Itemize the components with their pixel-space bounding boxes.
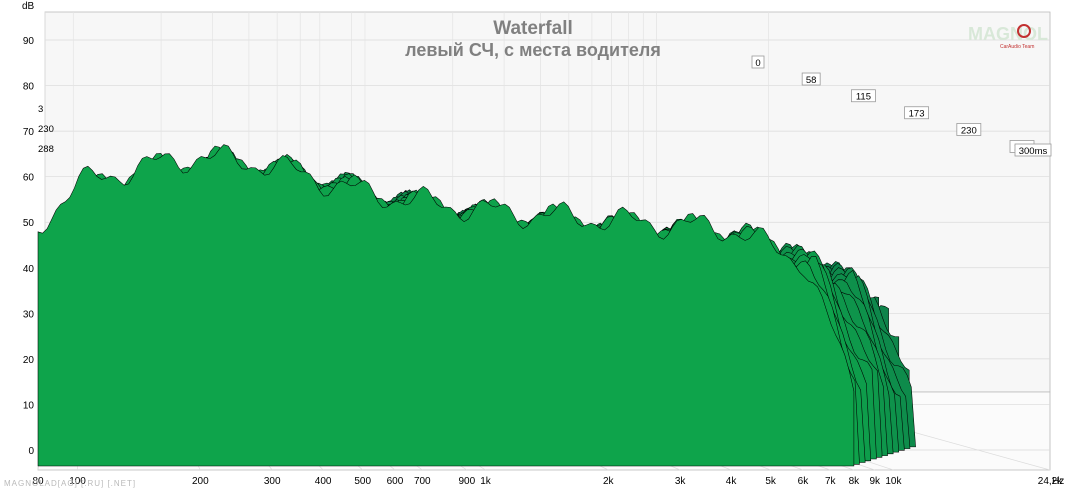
z-tick-box <box>904 106 929 120</box>
svg-text:MAGNOL: MAGNOL <box>968 24 1048 44</box>
x-tick-label: 80 <box>32 476 44 487</box>
z-tick-box <box>751 55 765 69</box>
y-tick-label: 50 <box>23 218 35 229</box>
z-tick-label: 173 <box>909 109 925 120</box>
x-tick-label: 100 <box>69 476 86 487</box>
z-tick-label: 0 <box>755 58 760 69</box>
x-tick-label: 24,2k <box>1038 476 1063 487</box>
waterfall-slice <box>37 144 855 467</box>
z-tick-label: 300ms <box>1019 146 1048 157</box>
z-tick-box <box>1014 143 1052 157</box>
x-tick-label: 700 <box>414 476 431 487</box>
watermark-text: MAGNOLAD[AG] [.RU] [.NET] <box>4 479 136 488</box>
waterfall-surface <box>37 144 916 467</box>
x-tick-label: 600 <box>387 476 404 487</box>
y-tick-label: 10 <box>23 400 35 411</box>
y-tick-label: 80 <box>23 82 35 93</box>
chart-title: Waterfall <box>493 18 573 39</box>
depth-label: 288 <box>38 144 54 155</box>
y-tick-label: 40 <box>23 264 35 275</box>
x-tick-label: 9k <box>869 476 881 487</box>
x-tick-label: 2k <box>603 476 615 487</box>
x-tick-label: 6k <box>798 476 810 487</box>
x-tick-label: 8k <box>849 476 861 487</box>
y-tick-label: 20 <box>23 355 35 366</box>
x-tick-label: 10k <box>885 476 902 487</box>
y-axis-label: dB <box>22 1 35 12</box>
x-tick-label: 1k <box>480 476 492 487</box>
x-tick-label: 3k <box>675 476 687 487</box>
y-tick-label: 60 <box>23 173 35 184</box>
z-tick-label: 58 <box>806 75 817 86</box>
z-tick-box <box>956 123 982 136</box>
x-axis: 80 100 200 300 400 500 600 700 900 1k 2k 3k 4k 5k 6k 7k… <box>32 476 1063 487</box>
x-tick-label: 400 <box>315 476 332 487</box>
x-tick-label: 4k <box>726 476 738 487</box>
chart-subtitle: левый СЧ, с места водителя <box>405 40 661 60</box>
x-tick-label: 5k <box>765 476 777 487</box>
svg-text:CarAudio Team: CarAudio Team <box>1000 44 1034 50</box>
x-tick-label: 200 <box>192 476 209 487</box>
z-tick-box <box>851 89 876 103</box>
x-axis-unit: Hz <box>1052 476 1064 487</box>
z-tick-box <box>801 72 821 86</box>
depth-label: 3 <box>38 104 43 115</box>
y-tick-label: 70 <box>23 127 35 138</box>
x-tick-label: 7k <box>825 476 837 487</box>
y-axis: 90 80 70 60 50 40 30 20 10 0 <box>23 36 35 457</box>
brand-logo: MAGNOL CarAudio Team <box>968 24 1048 50</box>
x-tick-label: 500 <box>354 476 371 487</box>
x-tick-label: 900 <box>458 476 475 487</box>
z-axis: 058115173230288300ms3230288 <box>38 55 1052 157</box>
y-tick-label: 90 <box>23 36 35 47</box>
x-tick-label: 300 <box>264 476 281 487</box>
z-tick-label: 115 <box>856 92 871 103</box>
depth-label: 230 <box>38 124 54 135</box>
y-tick-label: 30 <box>23 309 35 320</box>
z-tick-label: 230 <box>961 125 977 136</box>
y-tick-label: 0 <box>28 446 34 457</box>
